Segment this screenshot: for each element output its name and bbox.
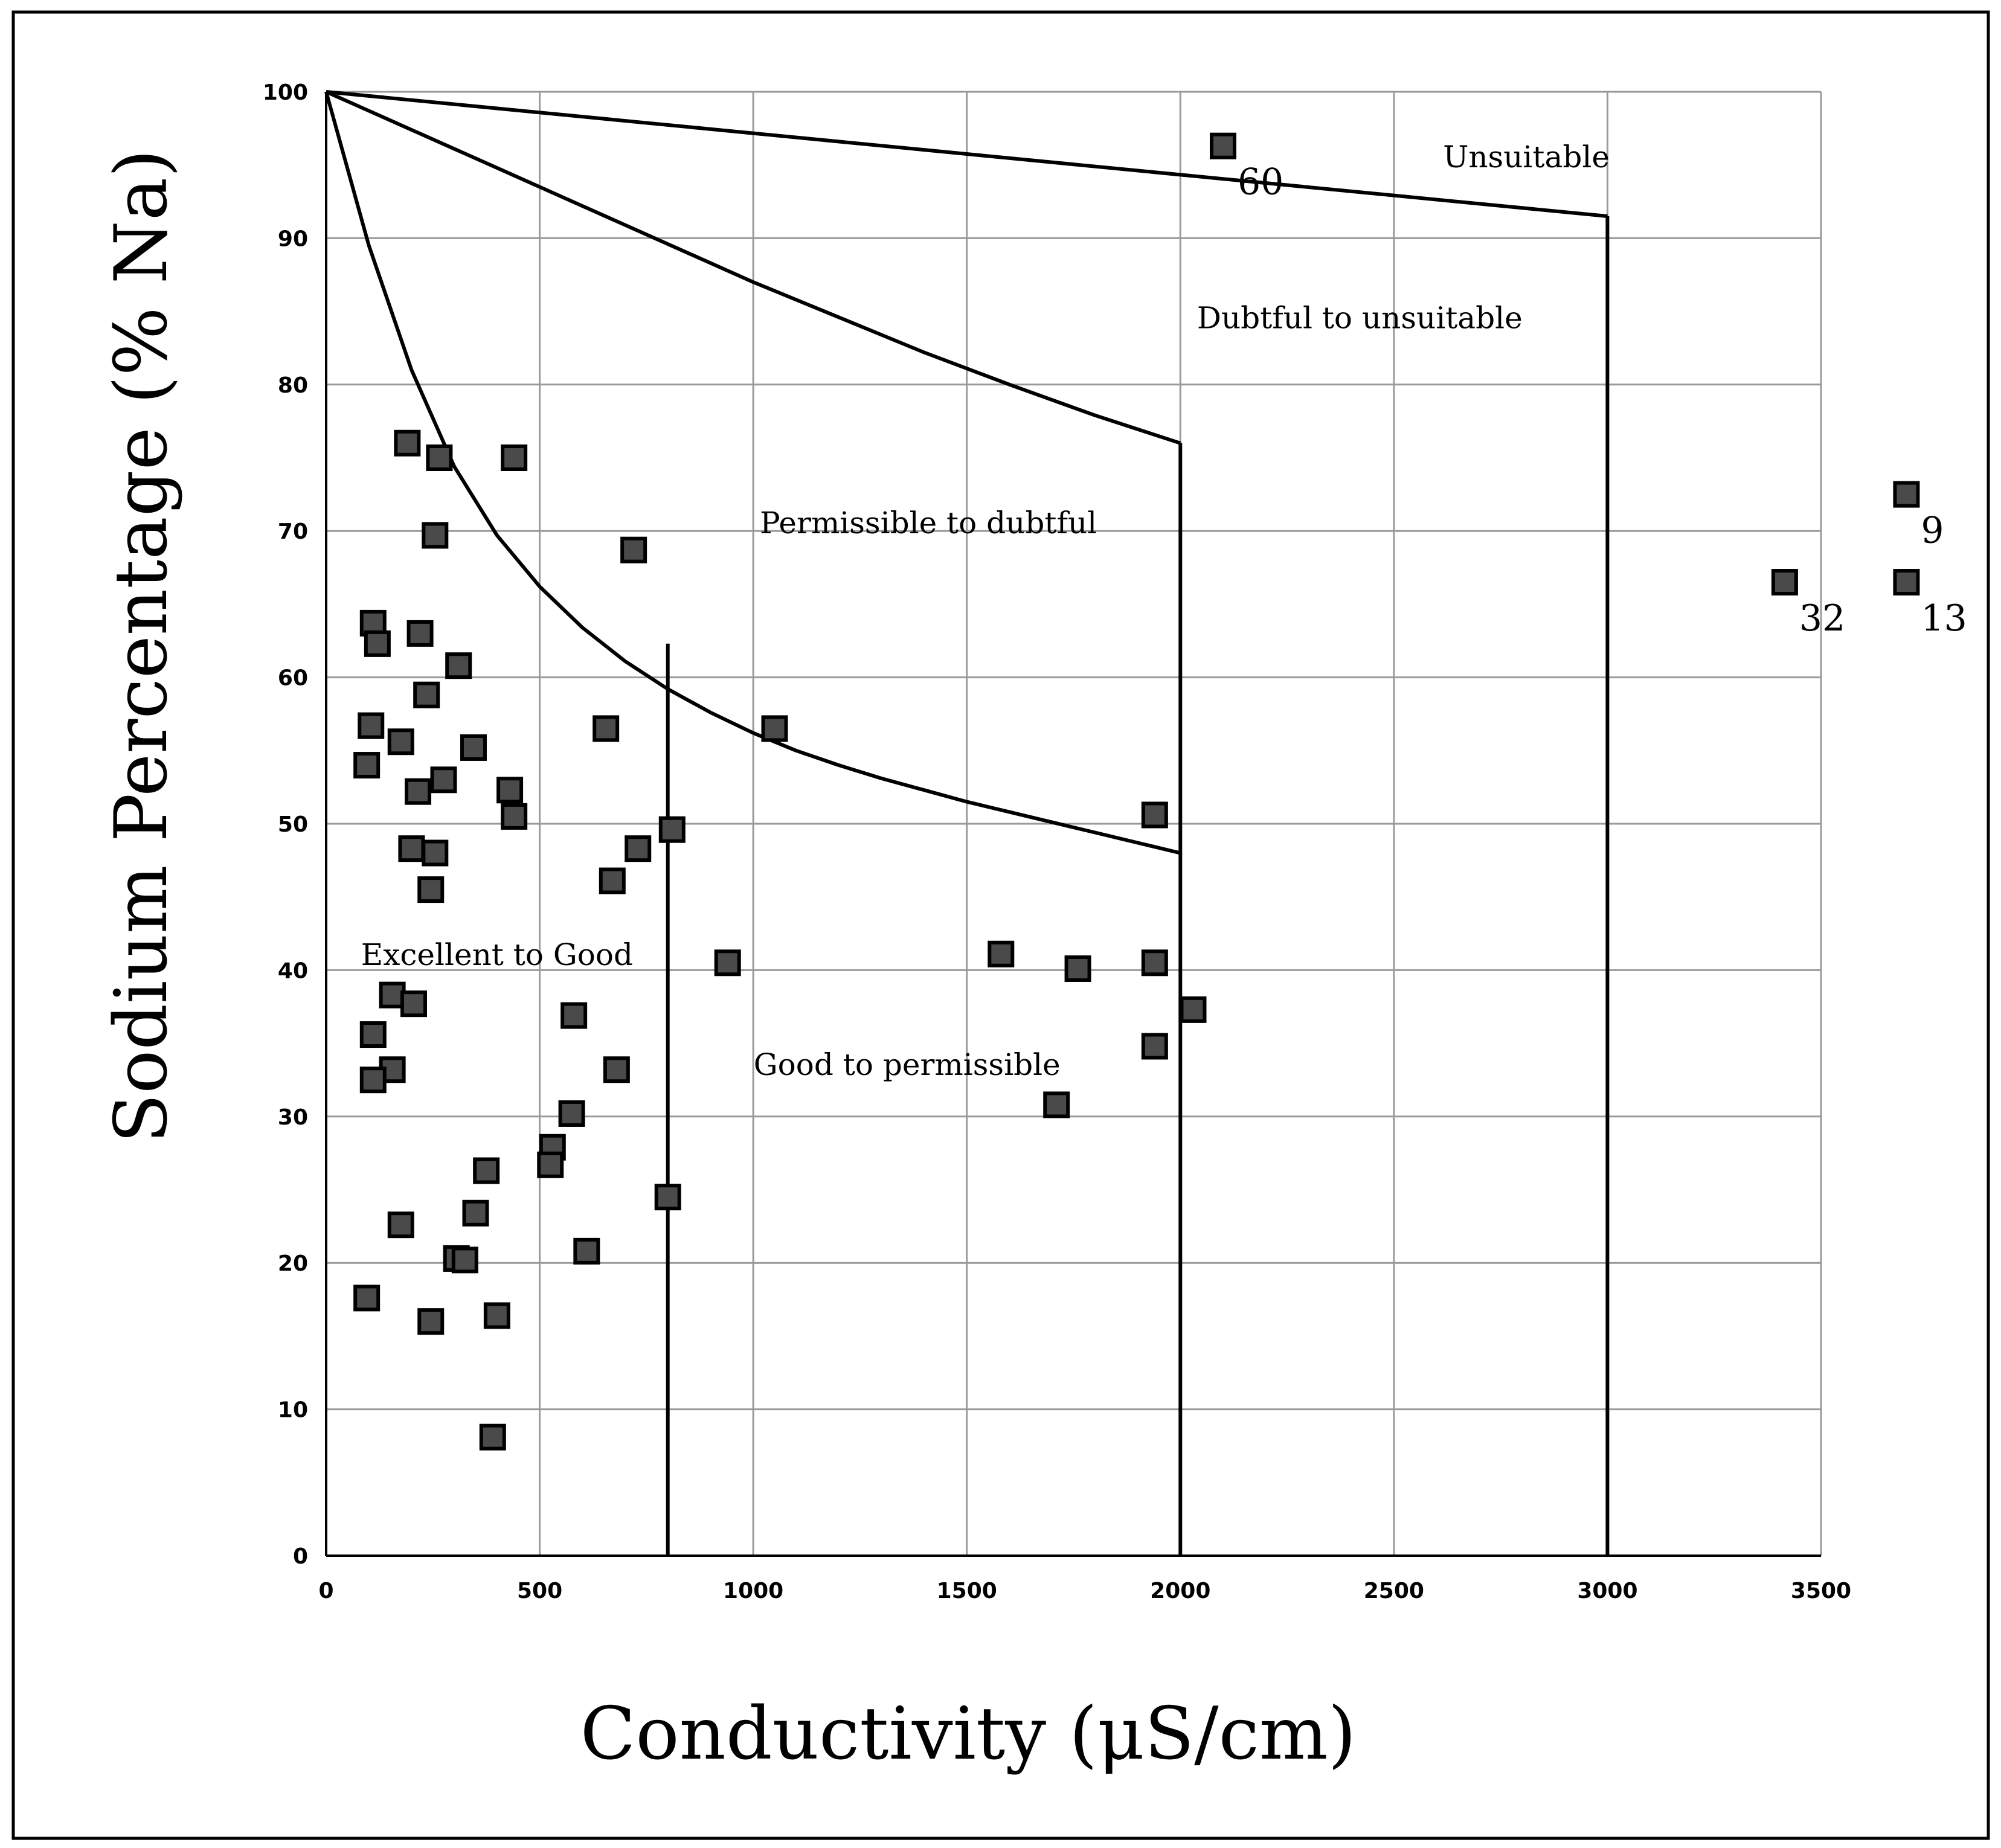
x-tick-label: 1000	[723, 1579, 783, 1603]
data-point	[714, 949, 741, 977]
x-tick-label: 2500	[1364, 1579, 1424, 1603]
data-point	[988, 940, 1015, 967]
data-point-label: 9	[1921, 510, 1944, 552]
data-point	[1141, 1033, 1168, 1060]
data-points: 60 9 32 13	[353, 132, 1967, 1451]
data-point	[473, 1157, 500, 1184]
data-point	[460, 734, 487, 761]
data-point	[1180, 996, 1207, 1023]
data-point	[417, 876, 445, 903]
y-tick-label: 40	[278, 958, 308, 983]
data-point	[405, 778, 432, 805]
boundary-line	[326, 90, 1608, 218]
x-tick-label: 1500	[937, 1579, 997, 1603]
data-point	[387, 728, 414, 756]
data-point	[1141, 801, 1168, 829]
y-tick-label: 50	[278, 812, 308, 837]
x-tick-label: 0	[318, 1579, 333, 1603]
data-point	[620, 536, 647, 563]
data-point-label: 13	[1921, 597, 1967, 640]
y-tick-label: 70	[278, 519, 308, 544]
data-point	[483, 1302, 510, 1329]
data-point	[387, 1211, 414, 1239]
data-point	[593, 715, 620, 742]
zone-labels: Excellent to Good Good to permissible Perm…	[361, 140, 1610, 1082]
image-frame	[11, 10, 1990, 1840]
axes	[325, 92, 1821, 1557]
data-point	[406, 620, 434, 647]
data-point	[445, 652, 472, 679]
boundary-line	[324, 91, 1181, 855]
y-tick-label: 0	[293, 1544, 308, 1569]
y-tick-label: 60	[278, 666, 308, 691]
data-point	[761, 715, 788, 742]
zone-label: Unsuitable	[1443, 140, 1610, 175]
data-point	[1064, 955, 1091, 982]
y-tick-label: 100	[263, 80, 308, 105]
data-point	[353, 1285, 381, 1312]
data-point	[394, 429, 421, 457]
x-tick-label: 500	[517, 1579, 562, 1603]
tick-labels: 0 500 1000 1500 2000 2500 3000 3500 0 10 20 30 40 50 6…	[263, 80, 1851, 1603]
data-point	[573, 1237, 600, 1265]
data-point	[599, 867, 626, 894]
data-point	[364, 630, 391, 657]
data-point	[1893, 481, 1920, 508]
data-point	[1771, 569, 1798, 596]
data-point	[501, 803, 528, 830]
data-point	[658, 816, 686, 843]
data-point	[413, 681, 440, 708]
boundary-line	[325, 90, 1181, 445]
data-point	[400, 990, 427, 1018]
data-point-label: 60	[1238, 161, 1283, 204]
y-axis-title: Sodium Percentage (% Na)	[100, 149, 184, 1143]
data-point	[451, 1246, 478, 1274]
data-point-label: 32	[1799, 597, 1845, 640]
zone-label: Dubtful to unsuitable	[1197, 301, 1523, 336]
data-point	[398, 835, 425, 862]
data-point	[654, 1184, 681, 1211]
data-point	[1043, 1091, 1070, 1118]
data-point	[462, 1199, 489, 1227]
x-tick-label: 3000	[1577, 1579, 1637, 1603]
data-point	[1893, 569, 1920, 596]
zone-label: Permissible to dubtful	[760, 505, 1097, 541]
data-point	[558, 1100, 585, 1127]
data-point	[379, 981, 406, 1009]
data-point	[1210, 132, 1236, 159]
zone-label: Excellent to Good	[361, 937, 633, 972]
x-tick-label: 3500	[1791, 1579, 1851, 1603]
data-point	[537, 1151, 564, 1178]
data-point	[430, 766, 457, 794]
grid	[326, 91, 1822, 1556]
data-point	[359, 1067, 387, 1094]
y-tick-label: 30	[278, 1105, 308, 1130]
data-point	[422, 522, 449, 549]
data-point	[358, 712, 385, 739]
y-tick-label: 20	[278, 1251, 308, 1276]
x-tick-label: 2000	[1150, 1579, 1210, 1603]
data-point	[501, 444, 528, 471]
zone-label: Good to permissible	[754, 1047, 1061, 1082]
data-point	[560, 1002, 588, 1029]
y-tick-label: 80	[278, 373, 308, 398]
data-point	[496, 777, 524, 804]
data-point	[426, 444, 453, 471]
data-point	[603, 1056, 630, 1083]
y-tick-label: 90	[278, 226, 308, 251]
data-point	[625, 835, 652, 862]
data-point	[422, 839, 449, 867]
data-point	[479, 1423, 506, 1451]
x-axis-title: Conductivity (μS/cm)	[580, 1692, 1357, 1776]
data-point	[359, 1021, 387, 1048]
y-tick-label: 10	[278, 1398, 308, 1423]
data-point	[417, 1308, 445, 1335]
data-point	[1141, 949, 1168, 977]
data-point	[353, 752, 381, 779]
